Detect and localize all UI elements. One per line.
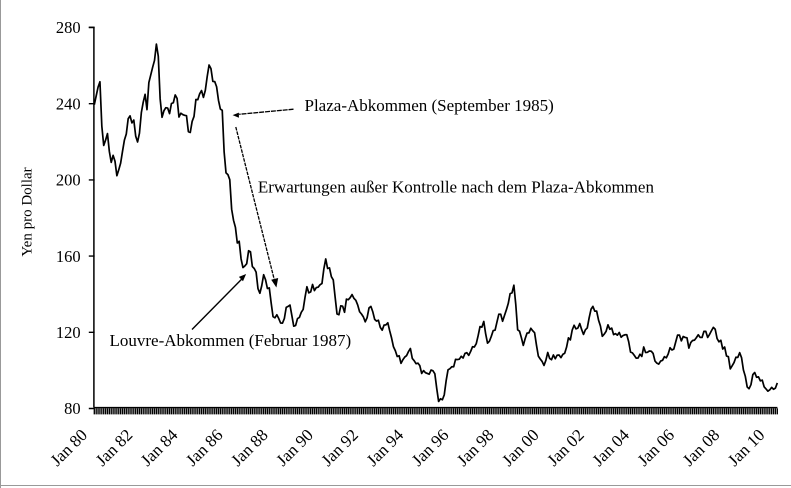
svg-text:Yen pro Dollar: Yen pro Dollar [20, 167, 36, 256]
svg-text:Jan 98: Jan 98 [453, 425, 497, 469]
svg-text:120: 120 [56, 323, 81, 342]
svg-text:Louvre-Abkommen (Februar 1987): Louvre-Abkommen (Februar 1987) [110, 331, 352, 350]
svg-text:Erwartungen außer Kontrolle na: Erwartungen außer Kontrolle nach dem Pla… [258, 177, 655, 196]
svg-text:280: 280 [56, 18, 81, 37]
svg-text:Jan 94: Jan 94 [363, 425, 408, 470]
svg-text:Jan 00: Jan 00 [498, 425, 542, 469]
svg-text:Jan 06: Jan 06 [634, 425, 678, 469]
svg-text:Jan 10: Jan 10 [724, 425, 768, 469]
svg-text:Jan 92: Jan 92 [318, 425, 362, 469]
svg-text:Jan 04: Jan 04 [589, 425, 634, 470]
svg-text:Jan 84: Jan 84 [137, 425, 182, 470]
svg-text:160: 160 [56, 247, 81, 266]
svg-text:240: 240 [56, 94, 81, 113]
svg-text:Jan 96: Jan 96 [408, 425, 452, 469]
svg-text:Jan 90: Jan 90 [272, 425, 316, 469]
svg-text:Jan 80: Jan 80 [47, 425, 91, 469]
svg-text:Plaza-Abkommen (September 1985: Plaza-Abkommen (September 1985) [305, 96, 554, 115]
svg-text:Jan 08: Jan 08 [679, 425, 723, 469]
svg-text:80: 80 [64, 399, 81, 418]
svg-text:200: 200 [56, 171, 81, 190]
svg-text:Jan 86: Jan 86 [182, 425, 226, 469]
svg-text:Jan 88: Jan 88 [227, 425, 271, 469]
svg-text:Jan 82: Jan 82 [92, 425, 136, 469]
svg-text:Jan 02: Jan 02 [543, 425, 587, 469]
